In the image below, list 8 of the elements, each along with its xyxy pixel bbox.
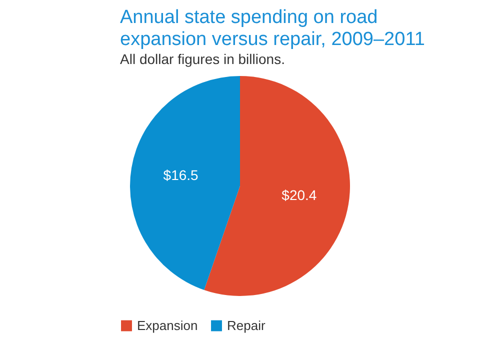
- chart-subtitle: All dollar figures in billions.: [120, 51, 285, 67]
- legend-label: Expansion: [137, 318, 198, 333]
- pie-slice: [204, 76, 350, 296]
- data-label: $16.5: [163, 167, 199, 184]
- data-label: $20.4: [282, 186, 317, 203]
- chart-title: Annual state spending on road expansion versus repair, 2009–2011: [120, 7, 425, 50]
- legend-label: Repair: [227, 318, 266, 333]
- pie-slice: [130, 76, 240, 290]
